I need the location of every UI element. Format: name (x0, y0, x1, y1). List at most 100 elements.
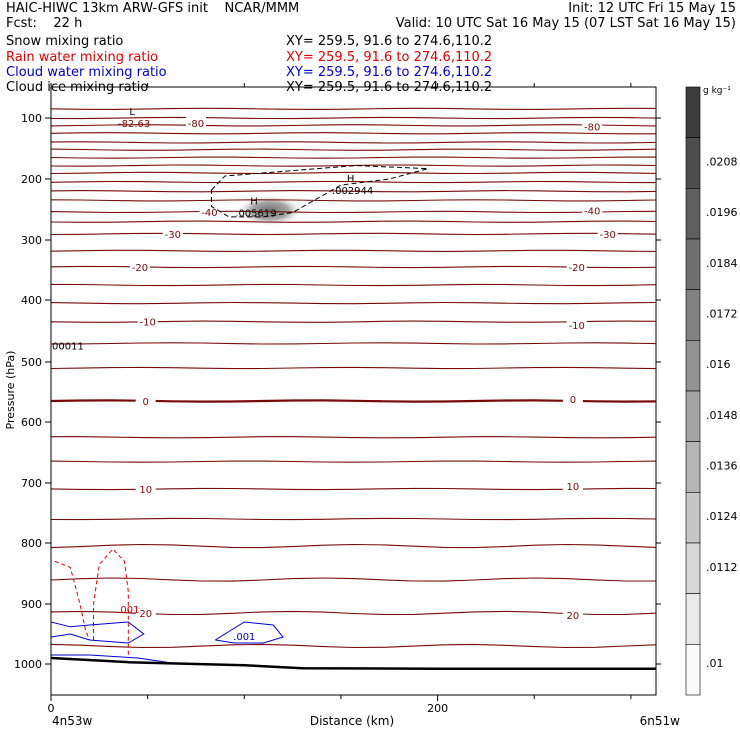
x-axis-label: Distance (km) (310, 714, 394, 728)
isotherm-line (51, 342, 656, 345)
isotherm-label: 10 (139, 485, 152, 496)
colorbar-label: .0184 (706, 257, 738, 270)
isotherm-label-bg (562, 480, 583, 491)
colorbar-label: .0172 (706, 308, 738, 321)
y-tick-label: 800 (21, 537, 42, 550)
isotherm-line (51, 132, 656, 135)
colorbar-box (685, 441, 701, 493)
isotherm-label-bg (562, 608, 583, 620)
isotherm-label: -30 (600, 230, 616, 241)
header-valid: Valid: 10 UTC Sat 16 May 15 (07 LST Sat … (395, 16, 736, 31)
x-tick-label: 200 (427, 702, 448, 715)
cloud-water-contour (51, 621, 145, 644)
field-xy-snow: XY= 259.5, 91.6 to 274.6,110.2 (286, 34, 493, 49)
isotherm-label: -80 (188, 119, 204, 130)
field-xy-cloud-water: XY= 259.5, 91.6 to 274.6,110.2 (286, 65, 493, 80)
y-tick-label: 200 (21, 173, 42, 186)
extremum-value: .005619 (235, 209, 276, 220)
y-tick-label: 600 (21, 416, 42, 429)
isotherm-line (51, 265, 656, 269)
isotherm-label-bg (137, 315, 158, 327)
colorbar-box (685, 188, 701, 240)
isotherm-label: -80 (584, 123, 600, 134)
cloud-water-contour (215, 621, 284, 644)
colorbar-label: .0112 (706, 561, 738, 574)
isotherm-label: -10 (569, 321, 585, 332)
isotherm-label-bg (566, 261, 587, 272)
colorbar-label: .0196 (706, 206, 738, 219)
header-init: Init: 12 UTC Fri 15 May 15 (568, 1, 736, 16)
isotherm-label-bg (185, 116, 206, 128)
isotherm-label: -10 (139, 318, 155, 329)
isotherm-label: -20 (132, 263, 148, 274)
isotherm-line (51, 107, 656, 110)
field-label-snow: Snow mixing ratio (6, 34, 124, 49)
terrain-line (51, 656, 656, 671)
plot-frame (50, 86, 657, 696)
extremum-marker: H (250, 197, 258, 208)
isotherm-line (51, 180, 656, 184)
extremum-value: .002944 (332, 186, 373, 197)
y-axis-label: Pressure (hPa) (4, 351, 17, 430)
isotherm-label: -20 (569, 263, 585, 274)
isotherm-line (51, 460, 656, 463)
colorbar-label: .0208 (706, 156, 738, 169)
extremum-value: -82.63 (118, 119, 150, 130)
isotherm-line (51, 436, 656, 439)
isotherm-label-bg (199, 205, 220, 217)
field-label-cloud-water: Cloud water mixing ratio (6, 65, 167, 80)
rain-water-contour (54, 560, 91, 641)
extremum-marker: H (347, 174, 355, 185)
isotherm-line (51, 283, 656, 287)
isotherm-line (51, 301, 656, 305)
x-tick-label: 0 (48, 702, 55, 715)
field-label-rain: Rain water mixing ratio (6, 50, 159, 65)
y-tick-label: 400 (21, 294, 42, 307)
isotherm-label: 10 (567, 482, 580, 493)
isotherm-label-bg (597, 227, 618, 239)
right-endpoint-label: 6n51w (640, 714, 681, 728)
colorbar-label: .0136 (706, 460, 738, 473)
colorbar-box (685, 593, 701, 645)
isotherm-label: -40 (201, 208, 217, 219)
extremum-marker: L (129, 107, 135, 118)
isotherm-label: 20 (139, 609, 152, 620)
isotherm-line (51, 232, 656, 236)
isotherm-label-bg (135, 395, 156, 406)
contour-value-label: .001 (117, 605, 139, 616)
isotherm-label: 0 (143, 397, 149, 408)
colorbar-label: .01 (706, 657, 724, 670)
isotherm-line (51, 199, 656, 202)
snow-shading (235, 194, 304, 227)
isotherm-line (51, 190, 656, 193)
header-fcst: Fcst: 22 h (6, 16, 83, 31)
isotherm-label-bg (135, 483, 156, 494)
isotherm-label-bg (582, 120, 603, 132)
isotherm-label-bg (562, 393, 583, 405)
isotherm-label-bg (129, 261, 150, 272)
isotherm-line (51, 249, 656, 252)
y-tick-label: 900 (21, 598, 42, 611)
colorbar-label: .0124 (706, 510, 738, 523)
isotherm-label-bg (582, 204, 603, 216)
isotherm-line (51, 366, 656, 370)
isotherm-line (51, 156, 656, 159)
colorbar-box (685, 390, 701, 442)
left-endpoint-label: 4n53w (52, 714, 93, 728)
isotherm-line (51, 543, 656, 549)
isotherm-label-bg (162, 227, 183, 239)
colorbar-box (685, 542, 701, 594)
isotherm-line (51, 141, 656, 144)
contour-value-label: .001 (233, 632, 255, 643)
isotherm-line (51, 171, 656, 175)
colorbar-box (685, 340, 701, 392)
isotherm-label: 20 (567, 611, 580, 622)
colorbar-label: .016 (706, 358, 731, 371)
colorbar-box (685, 492, 701, 544)
isotherm-line (51, 517, 656, 521)
isotherm-line (51, 148, 656, 151)
header-line1-left: HAIC-HIWC 13km ARW-GFS init NCAR/MMM (6, 1, 300, 16)
colorbar-units: g kg⁻¹ (703, 86, 731, 96)
isotherm-label: 0 (570, 395, 576, 406)
